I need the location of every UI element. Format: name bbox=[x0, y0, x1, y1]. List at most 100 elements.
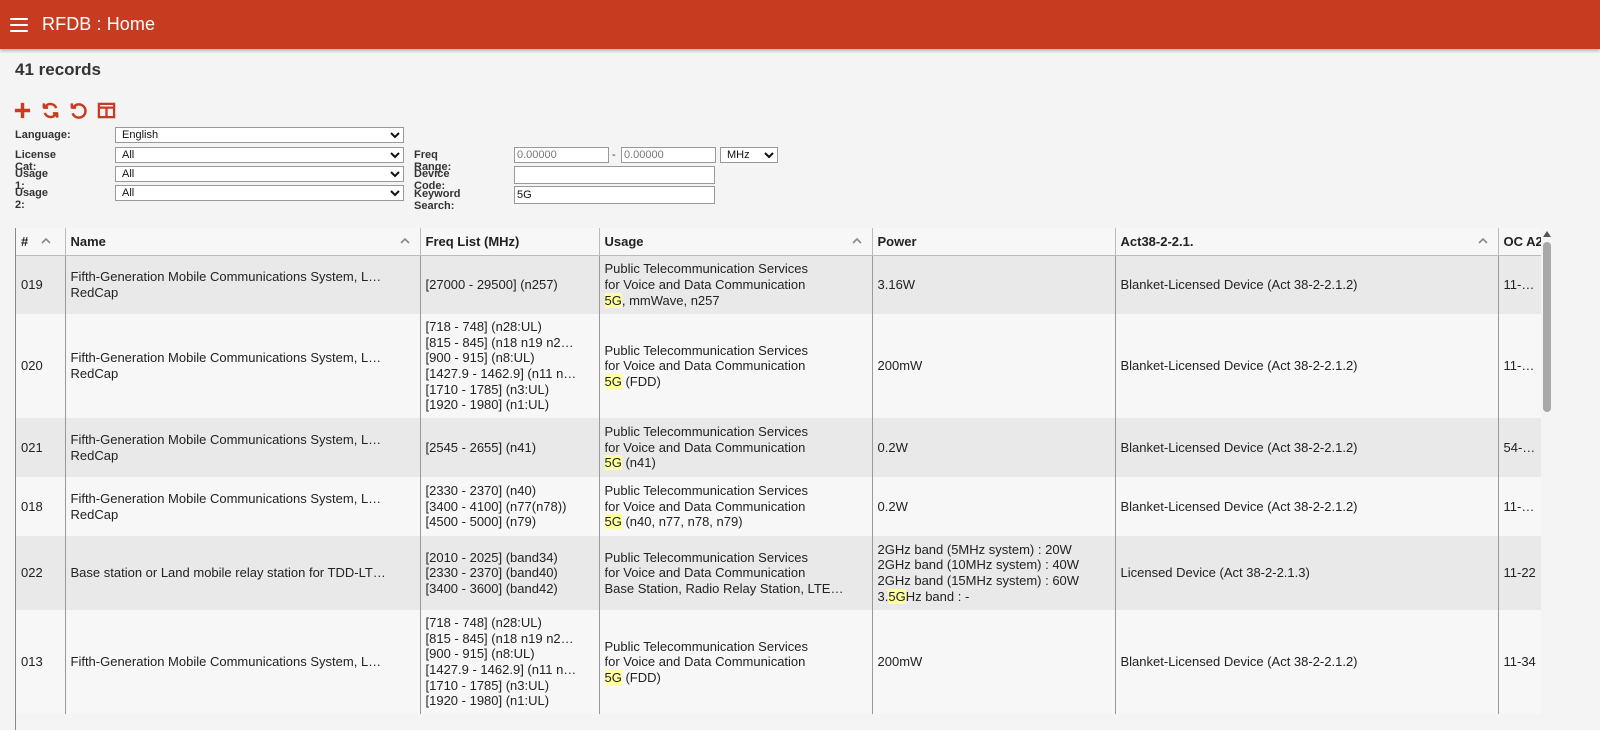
freq-line: [3400 - 3600] (band42) bbox=[425, 580, 558, 596]
power-prefix: 3. bbox=[877, 588, 889, 604]
cell-num: 018 bbox=[16, 477, 66, 536]
usage1-label: Usage 1: bbox=[15, 168, 49, 192]
oc-value: 11-32- bbox=[1503, 276, 1537, 292]
cell-num: 021 bbox=[16, 418, 66, 477]
cell-power: 200mW bbox=[872, 610, 1116, 714]
name-line: Fifth-Generation Mobile Communications S… bbox=[70, 654, 382, 670]
name-line: RedCap bbox=[70, 506, 119, 522]
usage-line: for Voice and Data Communication bbox=[604, 276, 806, 292]
power-line: 0.2W bbox=[877, 498, 908, 514]
cell-freq: [718 - 748] (n28:UL) [815 - 845] (n18 n19… bbox=[420, 314, 600, 418]
usage2-label: Usage 2: bbox=[15, 187, 49, 211]
freq-range-separator: - bbox=[612, 149, 616, 161]
license-cat-select[interactable]: All bbox=[115, 147, 404, 163]
usage-line: for Voice and Data Communication bbox=[604, 498, 806, 514]
freq-to-input[interactable] bbox=[621, 147, 716, 163]
record-number: 020 bbox=[21, 358, 43, 374]
cell-freq: [27000 - 29500] (n257) bbox=[420, 255, 600, 314]
table-row[interactable]: 018 Fifth-Generation Mobile Communication… bbox=[16, 477, 1541, 536]
usage-line: Public Telecommunication Services bbox=[604, 483, 809, 499]
sort-asc-icon[interactable] bbox=[1477, 236, 1488, 246]
usage-line: 5G (FDD) bbox=[604, 373, 867, 390]
usage-line: Public Telecommunication Services bbox=[604, 342, 809, 358]
name-line: Fifth-Generation Mobile Communications S… bbox=[70, 490, 382, 506]
table-row[interactable]: 022 Base station or Land mobile relay sta… bbox=[16, 536, 1541, 610]
cell-num: 019 bbox=[16, 255, 66, 314]
freq-line: [815 - 845] (n18 n19 n2… bbox=[425, 630, 574, 646]
column-header-act[interactable]: Act38-2-2.1. bbox=[1115, 228, 1499, 256]
table-row[interactable]: 021 Fifth-Generation Mobile Communication… bbox=[16, 418, 1541, 477]
cell-num: 013 bbox=[16, 610, 66, 714]
usage-line: Public Telecommunication Services bbox=[604, 549, 809, 565]
name-line: RedCap bbox=[70, 447, 119, 463]
freq-from-input[interactable] bbox=[514, 147, 609, 163]
cell-freq: [2545 - 2655] (n41) bbox=[420, 418, 600, 477]
cell-power: 3.16W bbox=[872, 255, 1116, 314]
oc-value: 11-34 bbox=[1503, 654, 1536, 670]
keyword-highlight: 5G bbox=[604, 514, 622, 530]
sort-asc-icon[interactable] bbox=[40, 236, 51, 246]
cell-oc: 54-6-3 bbox=[1498, 418, 1541, 477]
usage-line: 5G (n41) bbox=[604, 455, 867, 471]
cell-oc: 11-34- bbox=[1498, 314, 1541, 418]
column-header-num[interactable]: # bbox=[16, 228, 66, 256]
device-code-label: Device Code: bbox=[414, 168, 450, 192]
oc-value: 11-34- bbox=[1503, 358, 1537, 374]
refresh-icon[interactable] bbox=[41, 101, 60, 120]
usage-line: 5G (n40, n77, n78, n79) bbox=[604, 514, 867, 530]
vertical-scrollbar[interactable] bbox=[1541, 228, 1553, 730]
keyword-search-input[interactable] bbox=[514, 186, 715, 204]
cell-power: 0.2W bbox=[872, 418, 1116, 477]
language-label: Language: bbox=[15, 129, 71, 141]
freq-unit-select[interactable]: MHz bbox=[720, 147, 778, 163]
sort-asc-icon[interactable] bbox=[399, 236, 410, 246]
hamburger-menu-icon[interactable] bbox=[10, 17, 28, 32]
column-header-name[interactable]: Name bbox=[65, 228, 421, 256]
act-value: Blanket-Licensed Device (Act 38-2-2.1.2) bbox=[1120, 439, 1358, 455]
column-header-oc[interactable]: OC A2 bbox=[1498, 228, 1541, 256]
freq-line: [1710 - 1785] (n3:UL) bbox=[425, 677, 550, 693]
scroll-up-arrow-icon[interactable] bbox=[1543, 231, 1551, 237]
power-line: 3.5GHz band : - bbox=[877, 588, 1110, 605]
cell-name: Fifth-Generation Mobile Communications S… bbox=[65, 610, 421, 714]
table-row[interactable]: 019 Fifth-Generation Mobile Communication… bbox=[16, 255, 1541, 314]
table-row[interactable]: 013 Fifth-Generation Mobile Communication… bbox=[16, 610, 1541, 714]
name-line: Fifth-Generation Mobile Communications S… bbox=[70, 431, 382, 447]
cell-freq: [2010 - 2025] (band34) [2330 - 2370] (ban… bbox=[420, 536, 600, 610]
usage-line: for Voice and Data Communication bbox=[604, 439, 806, 455]
column-header-power[interactable]: Power bbox=[872, 228, 1116, 256]
usage1-select[interactable]: All bbox=[115, 166, 404, 182]
usage-detail: (n40, n77, n78, n79) bbox=[621, 514, 743, 530]
keyword-highlight: 5G bbox=[888, 588, 906, 604]
sort-asc-icon[interactable] bbox=[851, 236, 862, 246]
table-row[interactable]: 020 Fifth-Generation Mobile Communication… bbox=[16, 314, 1541, 418]
record-number: 021 bbox=[21, 439, 43, 455]
name-line: Fifth-Generation Mobile Communications S… bbox=[70, 350, 382, 366]
name-line: RedCap bbox=[70, 284, 119, 300]
usage-line: 5G (FDD) bbox=[604, 669, 867, 686]
power-suffix: Hz band : - bbox=[905, 588, 970, 604]
cell-name: Base station or Land mobile relay statio… bbox=[65, 536, 421, 610]
license-cat-label: License Cat: bbox=[15, 149, 56, 173]
freq-line: [2330 - 2370] (band40) bbox=[425, 565, 558, 581]
usage-line: for Voice and Data Communication bbox=[604, 654, 806, 670]
act-value: Blanket-Licensed Device (Act 38-2-2.1.2) bbox=[1120, 276, 1358, 292]
power-line: 3.16W bbox=[877, 276, 916, 292]
add-icon[interactable] bbox=[13, 101, 32, 120]
cell-oc: 11-32- bbox=[1498, 255, 1541, 314]
device-code-input[interactable] bbox=[514, 166, 715, 184]
freq-line: [815 - 845] (n18 n19 n2… bbox=[425, 334, 574, 350]
records-table-container: # Name Freq List (MHz) Usage Power Act38… bbox=[15, 228, 1555, 730]
freq-line: [4500 - 5000] (n79) bbox=[425, 514, 537, 530]
power-line: 2GHz band (5MHz system) : 20W bbox=[877, 541, 1072, 557]
columns-icon[interactable] bbox=[97, 101, 116, 120]
column-header-usage[interactable]: Usage bbox=[599, 228, 873, 256]
cell-freq: [2330 - 2370] (n40) [3400 - 4100] (n77(n7… bbox=[420, 477, 600, 536]
usage2-select[interactable]: All bbox=[115, 185, 404, 201]
reset-icon[interactable] bbox=[69, 101, 88, 120]
column-header-freq-list[interactable]: Freq List (MHz) bbox=[420, 228, 600, 256]
language-select[interactable]: English bbox=[115, 127, 404, 143]
scroll-thumb[interactable] bbox=[1543, 242, 1551, 412]
freq-range-label: Freq Range: bbox=[414, 149, 452, 173]
cell-usage: Public Telecommunication Services for Voi… bbox=[599, 255, 873, 314]
